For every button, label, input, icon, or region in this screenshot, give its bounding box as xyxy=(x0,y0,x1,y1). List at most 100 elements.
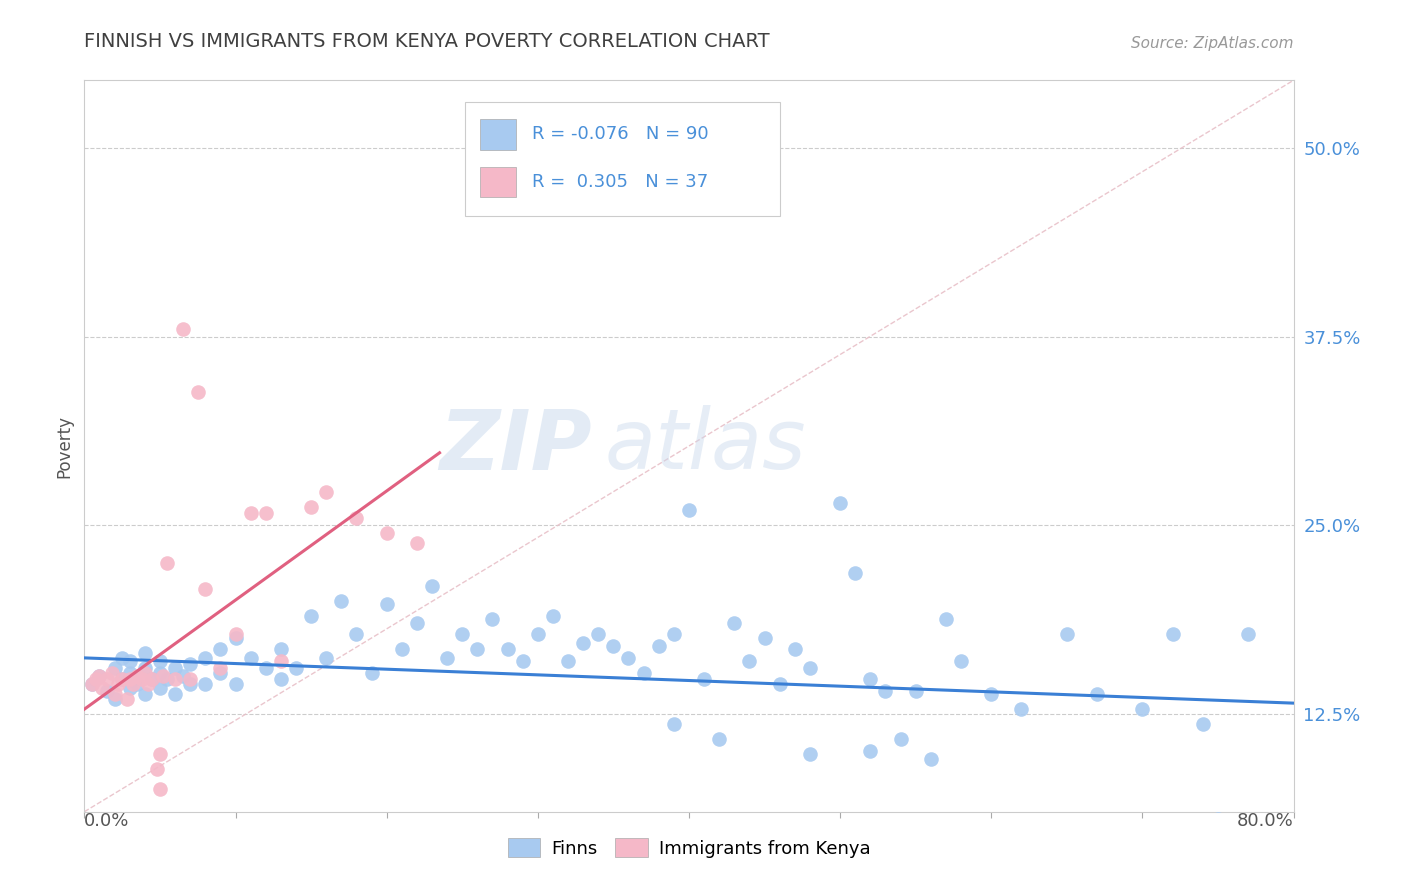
Point xyxy=(100,665,122,680)
Point xyxy=(648,639,671,653)
Point xyxy=(1056,626,1078,640)
Point xyxy=(950,654,973,668)
Point xyxy=(572,636,595,650)
Point xyxy=(131,672,153,686)
Point xyxy=(152,669,174,683)
Point xyxy=(118,681,141,695)
Point xyxy=(783,641,806,656)
Point xyxy=(111,672,134,686)
Point xyxy=(111,651,134,665)
Point xyxy=(127,676,149,690)
Text: FINNISH VS IMMIGRANTS FROM KENYA POVERTY CORRELATION CHART: FINNISH VS IMMIGRANTS FROM KENYA POVERTY… xyxy=(84,32,770,51)
Point xyxy=(104,691,127,706)
Point xyxy=(194,651,217,665)
Point xyxy=(165,672,187,686)
Point xyxy=(420,578,443,592)
Text: atlas: atlas xyxy=(605,406,806,486)
Point xyxy=(209,661,232,675)
Point xyxy=(156,556,179,570)
Point xyxy=(890,732,912,747)
Point xyxy=(904,684,927,698)
Point xyxy=(315,651,337,665)
Point xyxy=(769,676,792,690)
Point xyxy=(723,616,745,631)
Point xyxy=(91,681,114,695)
Point xyxy=(111,672,134,686)
Point xyxy=(678,503,700,517)
Point xyxy=(118,665,141,680)
Text: R =  0.305   N = 37: R = 0.305 N = 37 xyxy=(531,173,709,191)
Point xyxy=(527,626,550,640)
Point xyxy=(436,651,458,665)
Point xyxy=(209,641,232,656)
Point xyxy=(375,597,398,611)
Point xyxy=(1130,702,1153,716)
Point xyxy=(104,661,127,675)
Point xyxy=(96,684,118,698)
Point xyxy=(179,657,201,671)
Point xyxy=(194,582,217,596)
Point xyxy=(541,608,564,623)
Point xyxy=(254,661,277,675)
Point xyxy=(617,651,640,665)
Point xyxy=(920,752,942,766)
Point xyxy=(1161,626,1184,640)
Point xyxy=(239,506,262,520)
Point xyxy=(935,612,957,626)
Point xyxy=(859,744,882,758)
Point xyxy=(89,669,111,683)
Point xyxy=(1206,812,1229,826)
Point xyxy=(146,763,169,777)
Point xyxy=(406,616,429,631)
Point xyxy=(738,654,761,668)
Point xyxy=(406,536,429,550)
Point xyxy=(149,654,172,668)
Point xyxy=(149,782,172,797)
Point xyxy=(104,687,127,701)
Point xyxy=(194,676,217,690)
Point xyxy=(557,654,579,668)
Legend: Finns, Immigrants from Kenya: Finns, Immigrants from Kenya xyxy=(501,831,877,865)
Point xyxy=(391,641,413,656)
Point xyxy=(96,672,118,686)
Point xyxy=(315,485,337,500)
Point xyxy=(165,687,187,701)
Point xyxy=(588,626,610,640)
Bar xyxy=(479,167,516,197)
Point xyxy=(360,665,382,680)
Point xyxy=(225,676,247,690)
Text: Source: ZipAtlas.com: Source: ZipAtlas.com xyxy=(1130,36,1294,51)
Point xyxy=(602,639,624,653)
Point xyxy=(179,672,201,686)
Text: 0.0%: 0.0% xyxy=(84,812,129,830)
Point xyxy=(662,626,685,640)
Point xyxy=(136,676,159,690)
Point xyxy=(875,684,897,698)
Point xyxy=(467,641,489,656)
Point xyxy=(633,665,655,680)
Point xyxy=(134,661,156,675)
Point xyxy=(225,626,247,640)
Point xyxy=(80,676,103,690)
Point xyxy=(80,676,103,690)
Point xyxy=(270,672,292,686)
Point xyxy=(754,632,776,646)
Point xyxy=(118,654,141,668)
Point xyxy=(346,510,368,524)
Point xyxy=(693,672,716,686)
Point xyxy=(187,385,209,400)
Point xyxy=(285,661,308,675)
Point xyxy=(299,500,322,514)
Point xyxy=(115,691,138,706)
Point xyxy=(156,672,179,686)
Point xyxy=(481,612,503,626)
Point xyxy=(134,665,156,680)
Point xyxy=(346,626,368,640)
Point xyxy=(980,687,1002,701)
Point xyxy=(172,669,194,683)
Point xyxy=(1192,717,1215,731)
FancyBboxPatch shape xyxy=(465,103,780,216)
Point xyxy=(134,687,156,701)
Point xyxy=(89,669,111,683)
Point xyxy=(141,672,163,686)
